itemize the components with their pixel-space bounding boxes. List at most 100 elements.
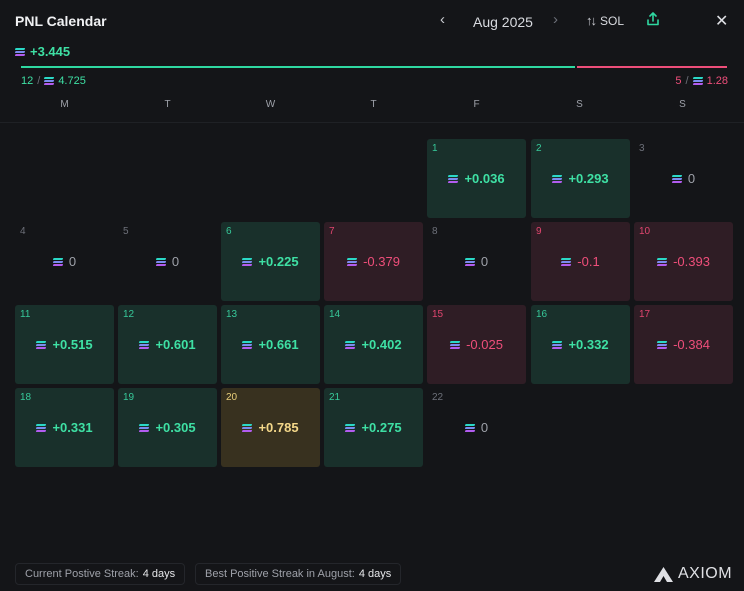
day-cell[interactable]: 19 +0.305 (118, 388, 217, 467)
day-cell[interactable]: 15 -0.025 (427, 305, 526, 384)
weekday-label: M (60, 99, 69, 110)
day-cell[interactable]: 12 +0.601 (118, 305, 217, 384)
sol-icon (552, 174, 563, 183)
negative-days: 5 (675, 75, 682, 87)
sol-icon (448, 174, 459, 183)
day-cell[interactable]: 7 -0.379 (324, 222, 423, 301)
day-cell[interactable]: 17 -0.384 (634, 305, 733, 384)
day-pnl-value: -0.1 (577, 254, 600, 269)
day-pnl-value: 0 (171, 254, 180, 269)
day-cell[interactable]: 20 +0.785 (221, 388, 320, 467)
day-pnl: -0.1 (531, 254, 630, 269)
day-cell[interactable]: 2 +0.293 (531, 139, 630, 218)
day-pnl: +0.275 (324, 420, 423, 435)
day-pnl: +0.036 (427, 171, 526, 186)
day-pnl-value: 0 (68, 254, 77, 269)
day-pnl-value: -0.393 (673, 254, 710, 269)
sol-icon (242, 257, 253, 266)
day-pnl-value: +0.601 (155, 337, 196, 352)
axiom-triangle-icon (654, 566, 673, 582)
best-streak-label: Best Positive Streak in August: (205, 568, 355, 580)
day-pnl-value: +0.305 (155, 420, 196, 435)
day-pnl: 0 (427, 254, 526, 269)
weekday-label: T (164, 99, 171, 110)
day-pnl-value: +0.515 (52, 337, 93, 352)
close-icon[interactable]: ✕ (715, 13, 729, 30)
day-pnl-value: 0 (480, 254, 489, 269)
day-pnl: +0.601 (118, 337, 217, 352)
header: PNL Calendar ‹ Aug 2025 › ↑↓ SOL ✕ (0, 0, 744, 42)
sol-icon (242, 340, 253, 349)
current-streak-value: 4 days (142, 568, 176, 580)
day-cell[interactable]: 11 +0.515 (15, 305, 114, 384)
best-streak: Best Positive Streak in August: 4 days (195, 563, 402, 585)
day-pnl-value: +0.331 (52, 420, 93, 435)
day-cell[interactable]: 18 +0.331 (15, 388, 114, 467)
day-pnl: +0.332 (531, 337, 630, 352)
positive-days: 12 (21, 75, 34, 87)
day-pnl: -0.025 (427, 337, 526, 352)
weekday-label: S (576, 99, 583, 110)
day-cell[interactable]: 1 +0.036 (427, 139, 526, 218)
day-cell[interactable]: 6 +0.225 (221, 222, 320, 301)
chevron-right-icon[interactable]: › (553, 11, 558, 28)
day-number: 10 (639, 226, 651, 237)
day-pnl-value: +0.661 (258, 337, 299, 352)
current-streak: Current Postive Streak: 4 days (15, 563, 186, 585)
day-number: 11 (20, 309, 31, 320)
day-pnl-value: +0.402 (361, 337, 402, 352)
day-number: 17 (639, 309, 651, 320)
sol-icon (449, 340, 461, 349)
share-upload-icon[interactable] (646, 12, 660, 31)
day-pnl: +0.402 (324, 337, 423, 352)
day-pnl: 0 (634, 171, 733, 186)
day-number: 13 (226, 309, 238, 320)
weekday-label: W (265, 99, 276, 110)
best-streak-value: 4 days (358, 568, 392, 580)
day-cell[interactable]: 13 +0.661 (221, 305, 320, 384)
day-cell[interactable]: 22 0 (427, 388, 526, 467)
day-pnl: +0.515 (15, 337, 114, 352)
sol-icon (155, 257, 167, 266)
sol-icon (656, 340, 668, 349)
sol-icon (464, 257, 476, 266)
day-number: 21 (329, 392, 341, 403)
day-pnl: +0.225 (221, 254, 320, 269)
day-pnl-value: -0.025 (466, 337, 503, 352)
day-number: 3 (639, 143, 645, 154)
positive-summary: 12 / 4.725 (21, 75, 86, 87)
day-cell[interactable]: 16 +0.332 (531, 305, 630, 384)
day-cell[interactable]: 21 +0.275 (324, 388, 423, 467)
day-pnl: 0 (427, 420, 526, 435)
weekday-label: F (473, 99, 480, 110)
sol-icon (139, 423, 150, 432)
sol-icon (345, 340, 356, 349)
total-pnl-value: +3.445 (30, 44, 71, 59)
chevron-left-icon[interactable]: ‹ (440, 11, 445, 28)
swap-arrows-icon: ↑↓ (586, 13, 597, 28)
day-pnl-value: +0.036 (464, 171, 505, 186)
day-cell[interactable]: 9 -0.1 (531, 222, 630, 301)
day-pnl-value: +0.332 (568, 337, 609, 352)
day-number: 15 (432, 309, 444, 320)
currency-toggle[interactable]: ↑↓ SOL (586, 13, 624, 28)
day-number: 16 (536, 309, 548, 320)
day-number: 12 (123, 309, 135, 320)
day-number: 20 (226, 392, 238, 403)
page-title: PNL Calendar (15, 13, 107, 29)
sol-icon (656, 257, 668, 266)
day-pnl: 0 (118, 254, 217, 269)
day-pnl: +0.785 (221, 420, 320, 435)
weekday-header: M T W T F S S (15, 99, 733, 113)
day-pnl: +0.293 (531, 171, 630, 186)
day-number: 9 (536, 226, 542, 237)
day-cell[interactable]: 14 +0.402 (324, 305, 423, 384)
day-cell[interactable]: 10 -0.393 (634, 222, 733, 301)
sol-icon (52, 257, 64, 266)
sol-icon (345, 423, 356, 432)
